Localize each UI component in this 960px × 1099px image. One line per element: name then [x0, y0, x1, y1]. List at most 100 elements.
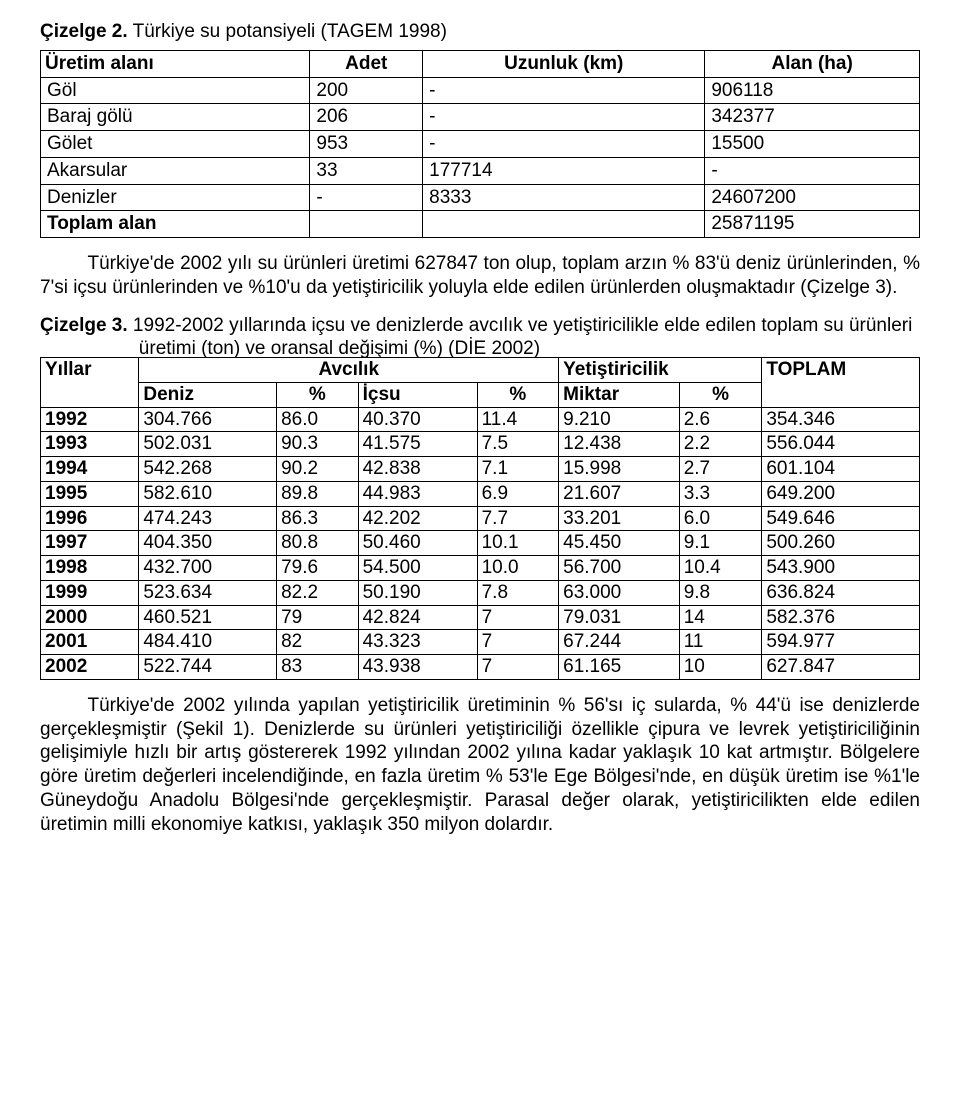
table-cell: 43.938: [358, 655, 477, 680]
table-cell: 484.410: [139, 630, 277, 655]
table-cell: 40.370: [358, 407, 477, 432]
table1: Üretim alanı Adet Uzunluk (km) Alan (ha)…: [40, 50, 920, 238]
table-cell: 7.5: [477, 432, 559, 457]
table-cell: Gölet: [41, 131, 310, 158]
table2-caption-text: 1992-2002 yıllarında içsu ve denizlerde …: [128, 315, 913, 360]
table-cell: 41.575: [358, 432, 477, 457]
table-cell: 432.700: [139, 556, 277, 581]
t2-h2-deniz: Deniz: [139, 382, 277, 407]
table-cell: 2.2: [679, 432, 762, 457]
table-cell: 79.031: [559, 605, 680, 630]
table-cell: 86.3: [277, 506, 359, 531]
table-cell: 543.900: [762, 556, 920, 581]
table-cell: 9.8: [679, 580, 762, 605]
table-cell: 42.202: [358, 506, 477, 531]
table2: Yıllar Avcılık Yetiştiricilik TOPLAM Den…: [40, 357, 920, 680]
table-cell: 9.1: [679, 531, 762, 556]
table-cell: 9.210: [559, 407, 680, 432]
table-cell: 10: [679, 655, 762, 680]
table-cell: 90.2: [277, 457, 359, 482]
t2-h-yetis: Yetiştiricilik: [559, 358, 762, 383]
table-cell: 11.4: [477, 407, 559, 432]
table-cell: 636.824: [762, 580, 920, 605]
table-cell: 601.104: [762, 457, 920, 482]
table-cell: 2000: [41, 605, 139, 630]
table-cell: 50.460: [358, 531, 477, 556]
t1-empty: [423, 211, 705, 238]
t2-h2-icsu: İçsu: [358, 382, 477, 407]
table-cell: -: [423, 104, 705, 131]
t2-h2-miktar: Miktar: [559, 382, 680, 407]
table-cell: 33.201: [559, 506, 680, 531]
table-cell: 7: [477, 630, 559, 655]
table-cell: -: [423, 131, 705, 158]
t2-h-toplam: TOPLAM: [762, 358, 920, 408]
table-cell: 24607200: [705, 184, 920, 211]
table-cell: -: [705, 157, 920, 184]
table-cell: 67.244: [559, 630, 680, 655]
table-cell: 7.1: [477, 457, 559, 482]
table-cell: 90.3: [277, 432, 359, 457]
table-cell: Denizler: [41, 184, 310, 211]
table2-caption: Çizelge 3. 1992-2002 yıllarında içsu ve …: [40, 314, 920, 362]
table-cell: 523.634: [139, 580, 277, 605]
table-cell: 6.0: [679, 506, 762, 531]
table-cell: 33: [310, 157, 423, 184]
paragraph-2: Türkiye'de 2002 yılında yapılan yetiştir…: [40, 694, 920, 837]
table1-caption: Çizelge 2. Türkiye su potansiyeli (TAGEM…: [40, 20, 920, 44]
table-cell: 8333: [423, 184, 705, 211]
table-cell: 82.2: [277, 580, 359, 605]
table-cell: 200: [310, 77, 423, 104]
table-cell: 404.350: [139, 531, 277, 556]
table-cell: 10.0: [477, 556, 559, 581]
table-cell: 582.610: [139, 481, 277, 506]
table-cell: 342377: [705, 104, 920, 131]
table-cell: 7.7: [477, 506, 559, 531]
t1-empty: [310, 211, 423, 238]
table-cell: 3.3: [679, 481, 762, 506]
t1-total-label: Toplam alan: [41, 211, 310, 238]
table-cell: 542.268: [139, 457, 277, 482]
table-cell: 2.7: [679, 457, 762, 482]
table-cell: 89.8: [277, 481, 359, 506]
t2-h2-pct1: %: [277, 382, 359, 407]
table-cell: 2.6: [679, 407, 762, 432]
t2-h2-pct3: %: [679, 382, 762, 407]
table-cell: 549.646: [762, 506, 920, 531]
table-cell: 7.8: [477, 580, 559, 605]
table-cell: 1994: [41, 457, 139, 482]
table-cell: 42.838: [358, 457, 477, 482]
table-cell: 42.824: [358, 605, 477, 630]
table-cell: 79: [277, 605, 359, 630]
table-cell: 177714: [423, 157, 705, 184]
table-cell: 50.190: [358, 580, 477, 605]
table-cell: 43.323: [358, 630, 477, 655]
table-cell: 2002: [41, 655, 139, 680]
table-cell: 10.1: [477, 531, 559, 556]
table-cell: 56.700: [559, 556, 680, 581]
table-cell: 15500: [705, 131, 920, 158]
table1-caption-prefix: Çizelge 2.: [40, 21, 128, 42]
table-cell: 206: [310, 104, 423, 131]
table-cell: 21.607: [559, 481, 680, 506]
table-cell: 953: [310, 131, 423, 158]
table-cell: 2001: [41, 630, 139, 655]
table-cell: 61.165: [559, 655, 680, 680]
table-cell: 502.031: [139, 432, 277, 457]
table-cell: -: [310, 184, 423, 211]
table-cell: 79.6: [277, 556, 359, 581]
table2-caption-prefix: Çizelge 3.: [40, 315, 128, 336]
table-cell: 1998: [41, 556, 139, 581]
table-cell: 44.983: [358, 481, 477, 506]
table-cell: 7: [477, 605, 559, 630]
t1-h2: Adet: [310, 50, 423, 77]
table-cell: Göl: [41, 77, 310, 104]
table-cell: 11: [679, 630, 762, 655]
table-cell: 80.8: [277, 531, 359, 556]
table-cell: 556.044: [762, 432, 920, 457]
table-cell: 82: [277, 630, 359, 655]
table-cell: Akarsular: [41, 157, 310, 184]
t1-total-value: 25871195: [705, 211, 920, 238]
table-cell: 63.000: [559, 580, 680, 605]
table-cell: 7: [477, 655, 559, 680]
